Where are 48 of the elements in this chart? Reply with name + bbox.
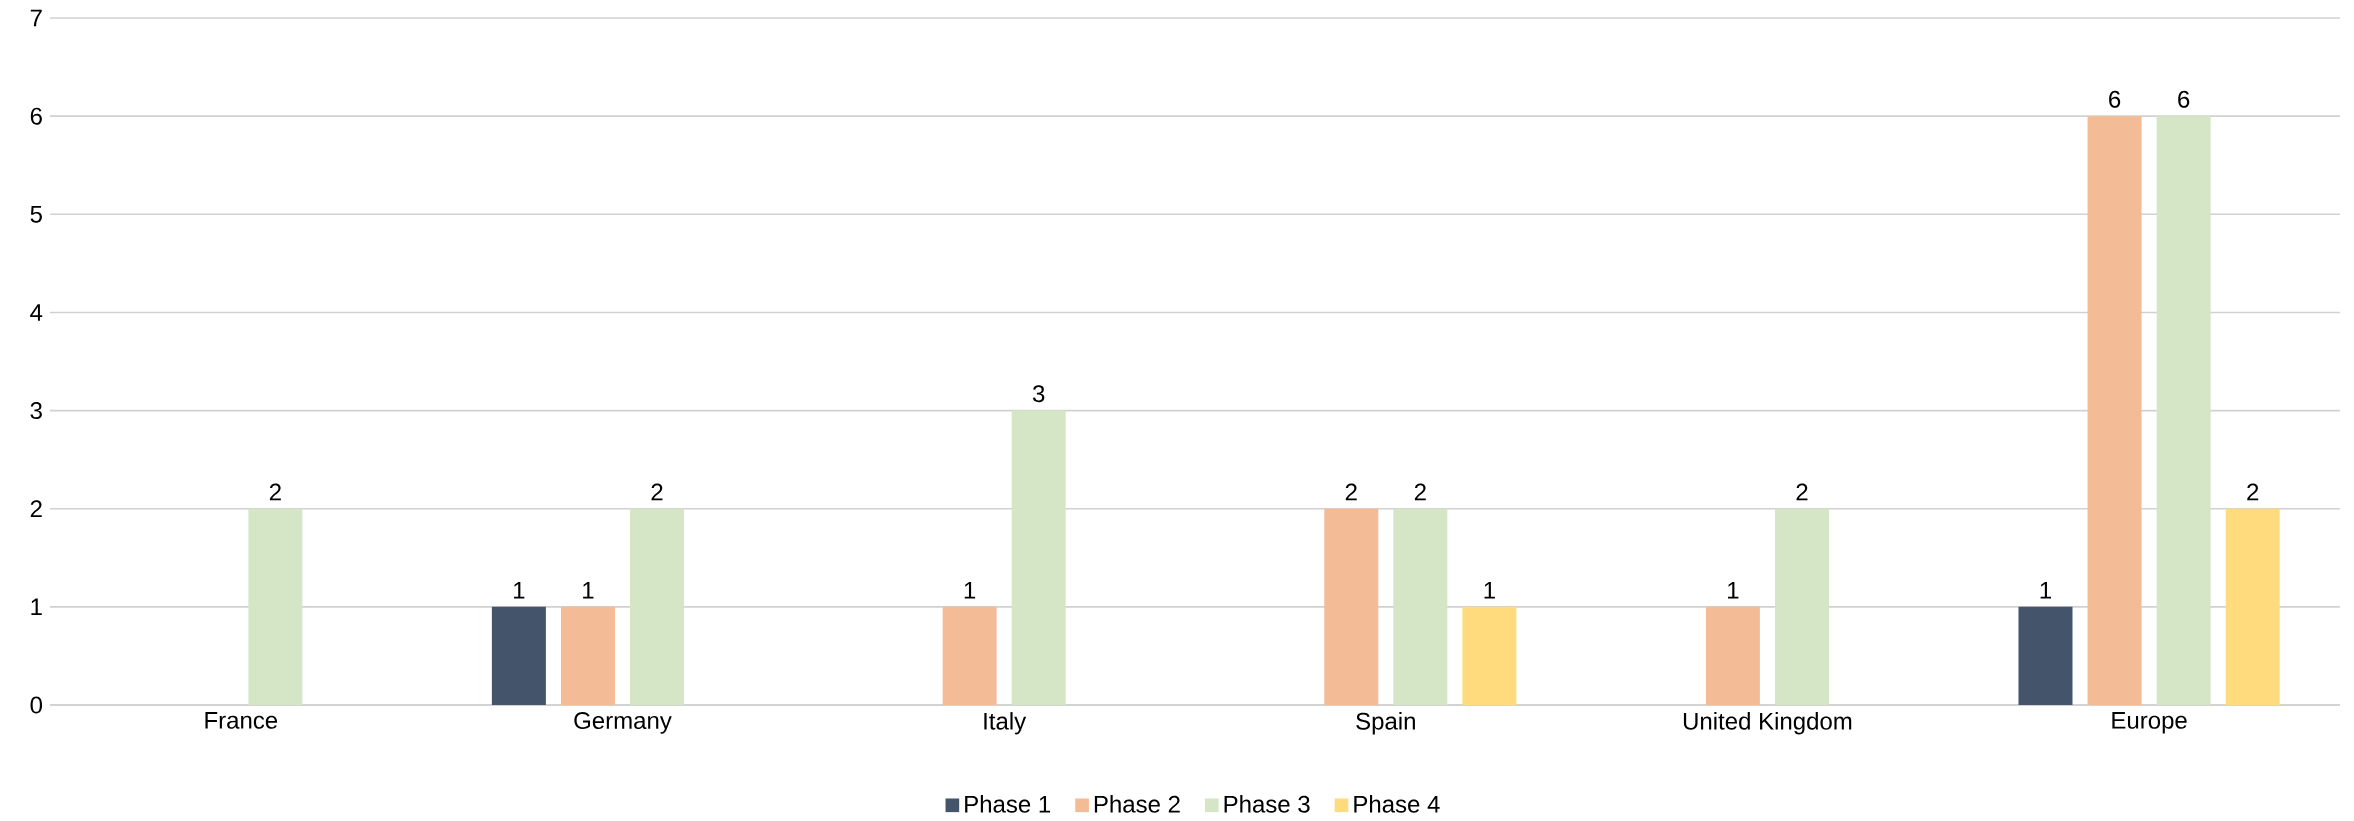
bar — [2156, 116, 2211, 705]
data-label: 1 — [1484, 581, 1495, 599]
legend-label: Phase 2 — [1094, 795, 1180, 813]
data-label: 6 — [2178, 90, 2190, 108]
legend-label: Phase 1 — [965, 795, 1051, 813]
bar — [248, 508, 303, 705]
y-tick-label: 0 — [30, 696, 43, 714]
y-tick-label: 4 — [30, 304, 43, 321]
bar — [1705, 606, 1760, 705]
bar — [942, 606, 997, 705]
x-tick-label: Germany — [574, 712, 672, 734]
bar — [1775, 508, 1829, 705]
x-tick-label: Europe — [2112, 712, 2187, 734]
y-tick-label: 5 — [30, 205, 42, 223]
legend-label: Phase 3 — [1224, 795, 1310, 813]
bar — [1011, 410, 1066, 705]
x-tick-label: Italy — [984, 712, 1027, 735]
x-tick-label: Spain — [1356, 712, 1415, 735]
data-label: 1 — [514, 581, 525, 599]
bar — [2018, 606, 2073, 705]
data-label: 1 — [583, 581, 594, 599]
data-label: 1 — [964, 581, 976, 599]
data-label: 2 — [269, 483, 281, 501]
x-tick-label: United Kingdom — [1683, 712, 1852, 735]
data-label: 2 — [1796, 483, 1808, 501]
data-label: 2 — [1414, 483, 1426, 501]
bar — [2225, 508, 2280, 705]
bar — [1393, 508, 1448, 705]
bar — [1462, 606, 1517, 705]
data-label: 6 — [2109, 90, 2121, 108]
y-tick-label: 6 — [30, 107, 42, 125]
bar — [491, 606, 546, 705]
bar — [560, 606, 615, 705]
bar — [630, 508, 685, 705]
data-label: 1 — [2040, 581, 2051, 599]
y-tick-label: 3 — [30, 402, 42, 420]
data-label: 3 — [1032, 385, 1045, 403]
bar — [2087, 116, 2142, 705]
bar — [1324, 508, 1379, 705]
data-label: 1 — [1728, 581, 1739, 599]
data-label: 2 — [2247, 483, 2259, 501]
legend-label: Phase 4 — [1354, 795, 1440, 813]
y-tick-label: 1 — [31, 598, 42, 616]
data-label: 2 — [651, 483, 663, 501]
y-tick-label: 7 — [30, 9, 42, 27]
y-tick-label: 2 — [30, 500, 42, 518]
data-label: 2 — [1345, 483, 1357, 501]
x-tick-label: France — [205, 712, 278, 729]
